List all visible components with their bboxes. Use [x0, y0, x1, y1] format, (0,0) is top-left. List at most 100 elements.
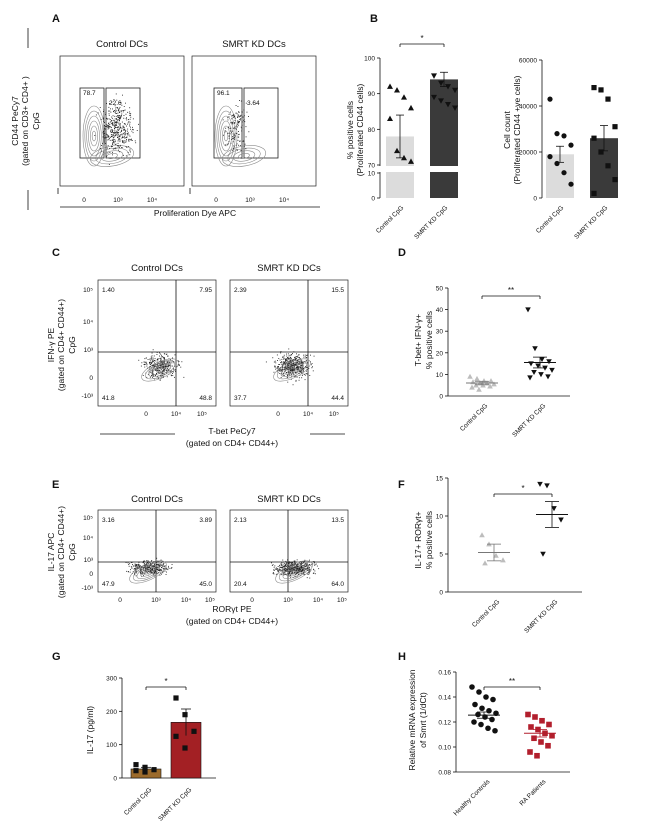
event-dot [311, 367, 313, 369]
event-dot [108, 106, 110, 108]
event-dot [297, 366, 299, 368]
event-dot [128, 138, 130, 140]
event-dot [233, 148, 235, 150]
event-dot [138, 564, 140, 566]
event-dot [289, 365, 290, 367]
quadrant-percent: 3.89 [199, 517, 212, 524]
category-label: Control CpG [535, 204, 565, 234]
y-tick-label: 20 [436, 350, 444, 357]
event-dot [167, 370, 169, 372]
event-dot [120, 110, 122, 112]
data-point [537, 481, 543, 487]
event-dot [130, 139, 132, 140]
event-dot [107, 147, 108, 149]
event-dot [145, 563, 147, 564]
event-dot [238, 144, 239, 146]
event-dot [113, 132, 115, 134]
event-dot [113, 124, 114, 126]
event-dot [161, 362, 163, 364]
event-dot [114, 148, 116, 150]
event-dot [124, 137, 126, 139]
event-dot [153, 355, 155, 357]
event-dot [288, 358, 289, 360]
event-dot [156, 564, 157, 566]
event-dot [155, 360, 157, 362]
density-contour [136, 565, 160, 579]
event-dot [303, 566, 305, 568]
event-dot [139, 567, 141, 569]
event-dot [286, 563, 288, 565]
event-dot [149, 362, 150, 364]
event-dot [119, 111, 121, 113]
event-dot [166, 568, 168, 570]
event-dot [290, 367, 292, 369]
event-dot [167, 569, 169, 571]
event-dot [285, 360, 287, 361]
event-dot [112, 151, 113, 153]
density-contour [100, 150, 124, 162]
event-dot [292, 359, 294, 361]
event-dot [125, 130, 127, 132]
event-dot [160, 358, 162, 360]
data-point [532, 346, 538, 352]
event-dot [123, 106, 125, 107]
event-dot [288, 348, 290, 350]
category-label: Healthy Controls [452, 778, 491, 817]
event-dot [240, 119, 241, 121]
event-dot [117, 107, 119, 109]
event-dot [293, 369, 294, 371]
event-dot [233, 114, 235, 116]
event-dot [129, 563, 131, 565]
event-dot [146, 568, 147, 570]
event-dot [111, 145, 113, 147]
event-dot [301, 361, 303, 363]
event-dot [163, 361, 165, 363]
quadrant-percent: 3.16 [102, 517, 115, 524]
event-dot [157, 358, 159, 359]
event-dot [163, 570, 165, 572]
data-point [538, 739, 544, 745]
event-dot [165, 568, 167, 570]
event-dot [109, 126, 111, 127]
event-dot [125, 155, 127, 157]
event-dot [149, 371, 151, 373]
event-dot [287, 562, 289, 564]
density-contour [223, 130, 229, 142]
event-dot [282, 568, 283, 570]
event-dot [151, 355, 153, 357]
event-dot [114, 144, 116, 145]
event-dot [155, 375, 156, 377]
event-dot [157, 564, 159, 566]
event-dot [299, 566, 301, 568]
event-dot [287, 381, 289, 383]
x-tick-label: 10⁵ [337, 597, 347, 604]
event-dot [136, 564, 138, 565]
event-dot [281, 367, 283, 368]
event-dot [293, 359, 295, 361]
event-dot [103, 111, 104, 112]
event-dot [109, 152, 111, 153]
event-dot [152, 359, 154, 361]
event-dot [107, 135, 109, 137]
event-dot [155, 567, 157, 568]
event-dot [299, 369, 301, 371]
event-dot [132, 132, 134, 134]
event-dot [285, 361, 287, 362]
event-dot [146, 562, 148, 563]
event-dot [154, 360, 156, 362]
event-dot [150, 565, 152, 566]
y-tick-label: -10³ [81, 393, 93, 400]
event-dot [276, 354, 278, 356]
event-dot [119, 124, 121, 126]
event-dot [121, 104, 123, 106]
event-dot [239, 119, 241, 120]
event-dot [312, 370, 314, 372]
event-dot [129, 148, 131, 150]
event-dot [125, 140, 127, 142]
event-dot [293, 569, 295, 571]
event-dot [111, 116, 113, 118]
event-dot [288, 566, 290, 568]
event-dot [294, 566, 295, 568]
event-dot [126, 137, 128, 139]
significance-label: ** [509, 677, 515, 686]
